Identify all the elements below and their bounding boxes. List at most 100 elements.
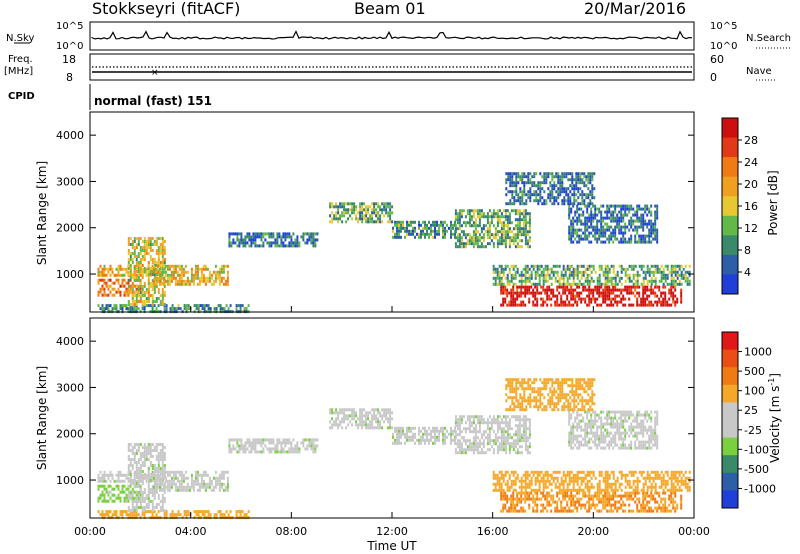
data-cell xyxy=(156,470,159,474)
data-cell xyxy=(209,513,212,517)
data-cell xyxy=(628,279,631,283)
data-cell xyxy=(594,270,597,274)
data-cell xyxy=(638,303,641,307)
data-cell xyxy=(504,442,507,446)
data-cell xyxy=(143,509,146,512)
data-cell xyxy=(670,303,673,307)
data-cell xyxy=(182,473,185,477)
data-cell xyxy=(103,473,106,477)
data-cell xyxy=(254,244,257,248)
data-cell xyxy=(583,184,586,188)
data-cell xyxy=(246,438,249,442)
data-cell xyxy=(137,279,140,282)
data-cell xyxy=(168,282,171,286)
data-cell xyxy=(183,510,186,514)
data-cell xyxy=(584,285,587,289)
data-cell xyxy=(226,479,229,483)
data-cell xyxy=(200,482,203,486)
data-cell xyxy=(618,219,621,223)
data-cell xyxy=(590,231,593,235)
data-cell xyxy=(512,233,515,237)
data-cell xyxy=(163,307,166,311)
data-cell xyxy=(516,212,519,216)
data-cell xyxy=(632,228,635,232)
data-cell xyxy=(588,503,591,507)
data-cell xyxy=(383,408,386,412)
data-cell xyxy=(174,276,177,280)
data-cell xyxy=(155,446,158,449)
data-cell xyxy=(470,424,473,428)
data-cell xyxy=(456,433,459,437)
data-cell xyxy=(436,232,438,236)
data-cell xyxy=(588,240,591,244)
data-cell xyxy=(560,282,563,286)
data-cell xyxy=(624,207,627,211)
data-cell xyxy=(518,239,521,243)
data-cell xyxy=(276,447,279,451)
data-cell xyxy=(498,427,501,431)
data-cell xyxy=(135,482,138,485)
data-cell xyxy=(109,284,112,288)
data-cell xyxy=(454,418,457,422)
data-cell xyxy=(511,178,514,182)
data-cell xyxy=(526,264,529,268)
data-cell xyxy=(149,267,152,270)
data-cell xyxy=(408,220,410,224)
data-cell xyxy=(339,411,342,415)
data-cell xyxy=(306,232,309,236)
data-cell xyxy=(127,470,130,473)
data-cell xyxy=(572,294,575,298)
data-cell xyxy=(155,261,158,264)
data-cell xyxy=(353,408,356,412)
data-cell xyxy=(160,476,163,480)
data-cell xyxy=(650,225,653,229)
data-cell xyxy=(650,231,653,235)
data-cell xyxy=(392,435,394,439)
data-cell xyxy=(678,267,681,271)
data-cell xyxy=(521,178,524,182)
data-cell xyxy=(377,217,380,221)
data-cell xyxy=(592,503,595,507)
data-cell xyxy=(208,479,211,483)
data-cell xyxy=(284,235,287,239)
data-cell xyxy=(496,421,499,425)
data-cell xyxy=(682,273,685,277)
data-cell xyxy=(662,282,665,286)
data-cell xyxy=(502,267,505,271)
data-cell xyxy=(498,242,501,246)
data-cell xyxy=(369,423,372,427)
data-cell xyxy=(526,497,529,501)
data-cell xyxy=(543,199,546,203)
data-cell xyxy=(535,196,538,200)
data-cell xyxy=(624,270,627,274)
data-cell xyxy=(598,279,601,283)
data-cell xyxy=(458,242,461,246)
data-cell xyxy=(576,303,579,307)
data-cell xyxy=(586,303,589,307)
nave-tick-top: 60 xyxy=(710,53,724,66)
data-cell xyxy=(99,493,102,497)
data-cell xyxy=(246,241,249,245)
data-cell xyxy=(544,264,547,268)
data-cell xyxy=(574,231,577,235)
data-cell xyxy=(145,494,148,497)
data-cell xyxy=(502,233,505,237)
data-cell xyxy=(523,181,526,185)
data-cell xyxy=(107,278,110,282)
data-cell xyxy=(244,450,247,454)
data-cell xyxy=(422,232,424,236)
data-cell xyxy=(650,219,653,223)
data-cell xyxy=(202,279,205,283)
data-cell xyxy=(522,285,525,289)
data-cell xyxy=(606,500,609,504)
data-cell xyxy=(394,223,396,227)
data-cell xyxy=(151,500,154,503)
data-cell xyxy=(314,232,317,236)
data-cell xyxy=(157,455,160,458)
data-cell xyxy=(652,279,655,283)
data-cell xyxy=(268,244,271,248)
data-cell xyxy=(209,307,212,311)
data-cell xyxy=(141,479,144,482)
data-cell xyxy=(576,282,579,286)
